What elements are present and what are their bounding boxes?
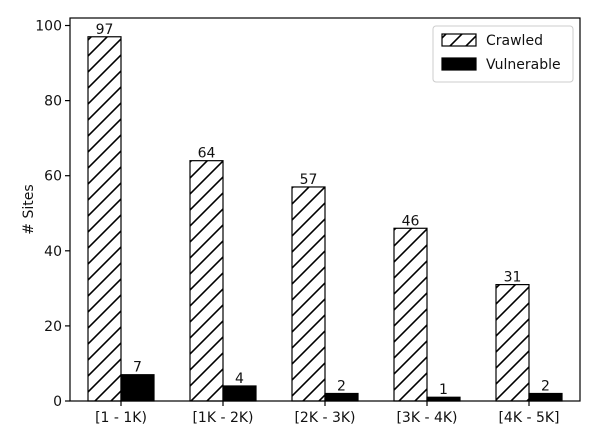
legend-label-crawled: Crawled	[486, 33, 543, 49]
bar-crawled-3	[393, 227, 428, 402]
x-tick-label-4: [4K - 5K]	[498, 410, 559, 426]
y-axis-label: # Sites	[21, 184, 37, 234]
bar-label-crawled-4: 31	[504, 270, 522, 286]
series-crawled-bars	[87, 36, 530, 402]
legend-swatch-vulnerable	[441, 57, 477, 71]
bar-label-crawled-2: 57	[300, 172, 318, 188]
bar-vulnerable-1	[222, 385, 257, 402]
legend: Crawled Vulnerable	[432, 25, 574, 83]
y-tick-label-4: 80	[44, 94, 62, 110]
x-tick-label-2: [2K - 3K)	[294, 410, 355, 426]
bar-crawled-2	[291, 186, 326, 402]
bar-label-crawled-3: 46	[402, 213, 420, 229]
bar-label-vulnerable-3: 1	[439, 382, 448, 398]
bar-label-crawled-0: 97	[96, 22, 114, 38]
x-axis: [1 - 1K) [1K - 2K) [2K - 3K) [3K - 4K) [4K -…	[95, 401, 560, 426]
bar-label-vulnerable-2: 2	[337, 378, 346, 394]
y-axis: 0 20 40 60 80 100	[35, 19, 70, 410]
bar-label-vulnerable-1: 4	[235, 371, 244, 387]
bar-vulnerable-0	[120, 374, 155, 402]
bar-crawled-1	[189, 160, 224, 402]
bar-crawled-0	[87, 36, 122, 402]
bar-label-vulnerable-0: 7	[133, 360, 142, 376]
bar-crawled-4	[495, 283, 530, 402]
legend-label-vulnerable: Vulnerable	[486, 57, 561, 73]
y-tick-label-5: 100	[35, 19, 62, 35]
bar-vulnerable-4	[528, 392, 563, 402]
legend-swatch-crawled	[441, 33, 477, 47]
series-vulnerable-bars	[120, 374, 563, 402]
y-tick-label-0: 0	[53, 394, 62, 410]
y-tick-label-2: 40	[44, 244, 62, 260]
y-tick-label-3: 60	[44, 169, 62, 185]
x-tick-label-3: [3K - 4K)	[396, 410, 457, 426]
bar-label-vulnerable-4: 2	[541, 378, 550, 394]
y-tick-label-1: 20	[44, 319, 62, 335]
bar-vulnerable-2	[324, 392, 359, 402]
x-tick-label-0: [1 - 1K)	[95, 410, 147, 426]
bar-value-labels: 97 7 64 4 57 2 46 1 31 2	[96, 22, 550, 398]
x-tick-label-1: [1K - 2K)	[192, 410, 253, 426]
bar-label-crawled-1: 64	[198, 146, 216, 162]
